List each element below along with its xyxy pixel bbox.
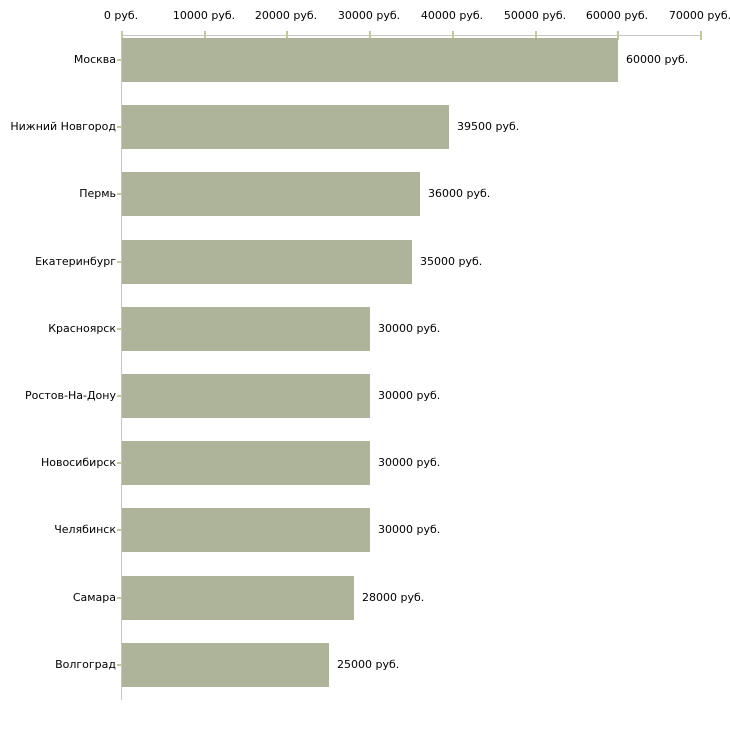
x-axis-line (121, 35, 701, 36)
value-label: 30000 руб. (378, 389, 441, 402)
bar (122, 38, 618, 82)
category-label: Самара (72, 591, 116, 604)
category-tick-mark (117, 395, 121, 397)
value-label: 28000 руб. (362, 591, 425, 604)
x-axis-tick-label: 50000 руб. (503, 9, 567, 22)
category-label: Ростов-На-Дону (24, 389, 116, 402)
category-tick-mark (117, 193, 121, 195)
x-axis-tick-mark (535, 31, 537, 40)
value-label: 35000 руб. (420, 255, 483, 268)
x-axis-tick-mark (286, 31, 288, 40)
category-label: Волгоград (55, 658, 116, 671)
category-tick-mark (117, 126, 121, 128)
x-axis-tick-label: 30000 руб. (337, 9, 401, 22)
x-axis-tick-mark (121, 31, 123, 40)
category-tick-mark (117, 261, 121, 263)
category-tick-mark (117, 462, 121, 464)
value-label: 39500 руб. (457, 120, 520, 133)
category-label: Нижний Новгород (10, 120, 116, 133)
x-axis-tick-mark (204, 31, 206, 40)
bar (122, 374, 370, 418)
x-axis-tick-mark (452, 31, 454, 40)
x-axis-tick-label: 0 руб. (103, 9, 139, 22)
category-tick-mark (117, 597, 121, 599)
x-axis-tick-mark (369, 31, 371, 40)
value-label: 30000 руб. (378, 523, 441, 536)
x-axis-tick-label: 20000 руб. (254, 9, 318, 22)
category-tick-mark (117, 328, 121, 330)
bar (122, 643, 329, 687)
y-axis-line (121, 35, 122, 700)
bar (122, 105, 449, 149)
category-label: Москва (73, 53, 116, 66)
value-label: 30000 руб. (378, 322, 441, 335)
value-label: 25000 руб. (337, 658, 400, 671)
bar (122, 240, 412, 284)
value-label: 60000 руб. (626, 53, 689, 66)
value-label: 30000 руб. (378, 456, 441, 469)
category-label: Красноярск (48, 322, 116, 335)
x-axis-tick-label: 10000 руб. (172, 9, 236, 22)
bar (122, 508, 370, 552)
category-tick-mark (117, 59, 121, 61)
bar (122, 576, 354, 620)
x-axis-tick-mark (700, 31, 702, 40)
value-label: 36000 руб. (428, 187, 491, 200)
bar (122, 172, 420, 216)
bar (122, 307, 370, 351)
x-axis-tick-mark (617, 31, 619, 40)
category-tick-mark (117, 529, 121, 531)
category-tick-mark (117, 664, 121, 666)
category-label: Пермь (79, 187, 116, 200)
category-label: Челябинск (54, 523, 116, 536)
bar (122, 441, 370, 485)
x-axis-tick-label: 70000 руб. (668, 9, 730, 22)
category-label: Екатеринбург (35, 255, 116, 268)
category-label: Новосибирск (40, 456, 116, 469)
x-axis-tick-label: 40000 руб. (420, 9, 484, 22)
x-axis-tick-label: 60000 руб. (585, 9, 649, 22)
